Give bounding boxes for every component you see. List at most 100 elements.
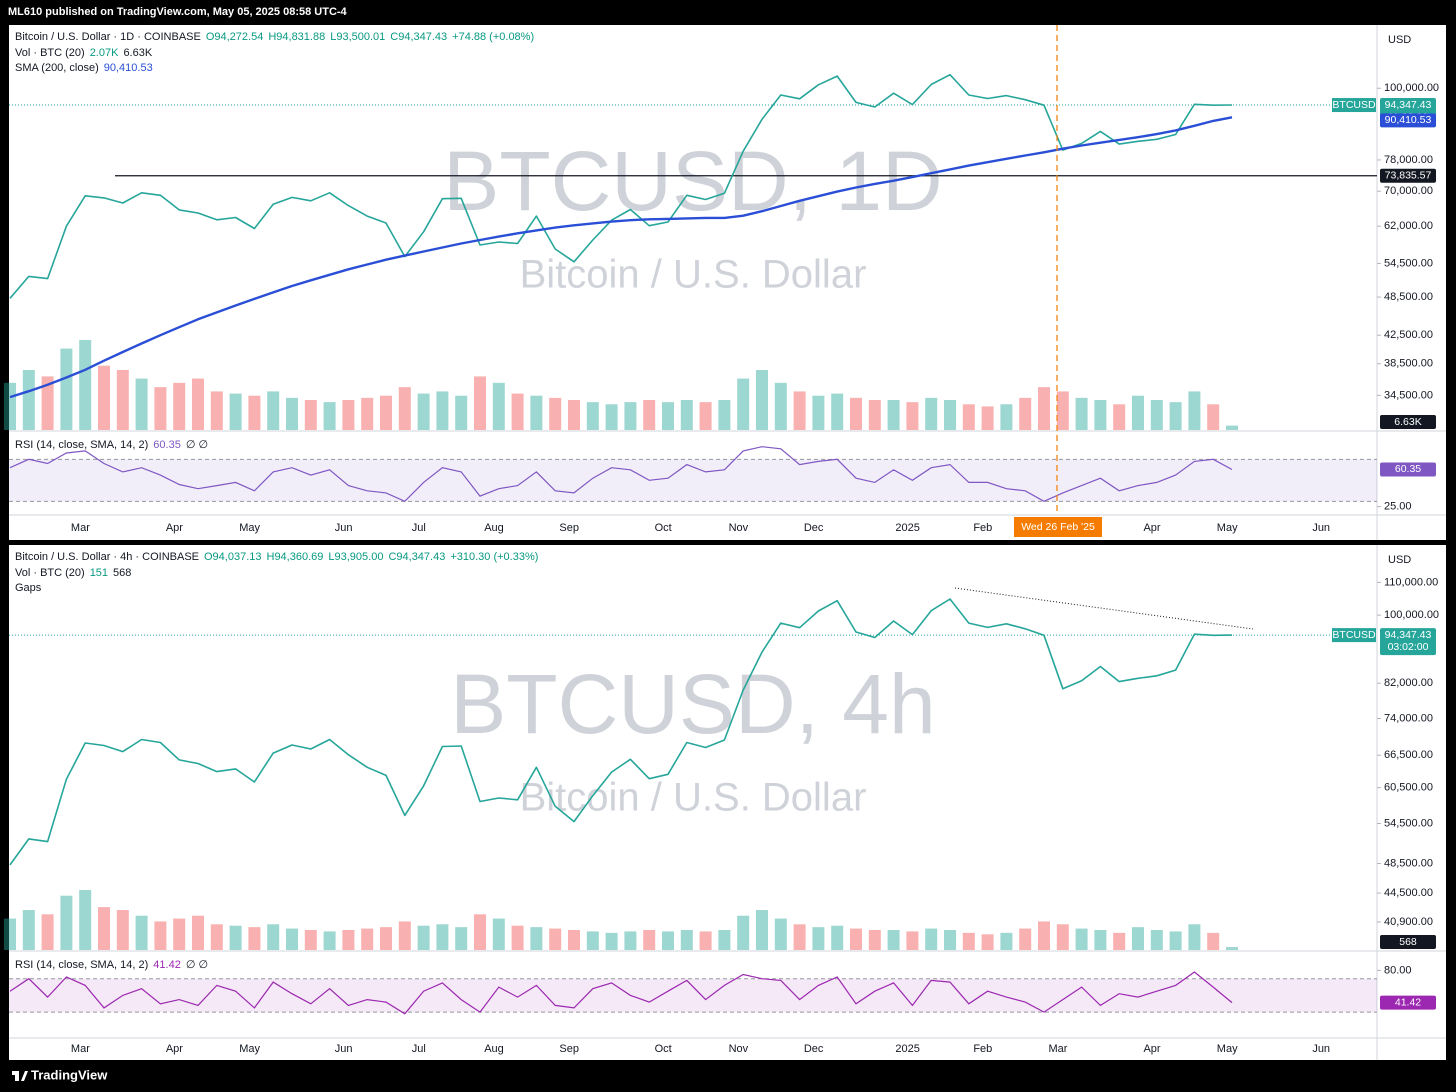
watermark: Bitcoin / U.S. Dollar (520, 776, 867, 820)
symbol-tag-box (1332, 98, 1376, 113)
currency-label: USD (1388, 34, 1411, 46)
volume-tag: 568 (1399, 936, 1417, 948)
crosshair-label-box (1014, 517, 1102, 537)
symbol-tag: BTCUSD (1332, 629, 1376, 641)
volume-bar (342, 930, 355, 950)
volume-bar (474, 914, 486, 950)
volume-bar (812, 927, 825, 950)
volume-bar (492, 382, 505, 430)
legend-item: L93,500.01 (330, 31, 385, 43)
volume-bar (981, 934, 994, 950)
legend-item: C94,347.43 (388, 551, 445, 563)
y-tick-label: 25.00 (1384, 501, 1412, 513)
volume-bar (455, 395, 468, 430)
volume-bar (850, 397, 862, 430)
volume-bar (925, 397, 938, 430)
x-tick-label: Mar (71, 1043, 90, 1055)
y-tick-label: 70,000.00 (1384, 185, 1433, 197)
volume-bar (774, 918, 787, 950)
volume-bar (944, 930, 956, 950)
volume-bar (4, 918, 16, 950)
legend-item: H94,831.88 (268, 31, 325, 43)
legend-item: C94,347.43 (390, 31, 447, 43)
currency-label: USD (1388, 554, 1411, 566)
rsi-tag-box (1380, 462, 1436, 477)
volume-bar (154, 387, 167, 430)
symbol-tag-box (1332, 628, 1376, 643)
series-line (9, 116, 1233, 399)
x-tick-label: Sep (559, 1043, 579, 1055)
legend-row: Gaps (15, 582, 42, 594)
volume-bar (850, 928, 862, 950)
volume-bar (643, 930, 656, 950)
volume-bar (756, 910, 768, 950)
volume-bar (737, 915, 750, 950)
volume-bar (116, 370, 129, 430)
volume-bar (474, 376, 486, 430)
x-tick-label: May (239, 522, 260, 534)
legend-item: O94,272.54 (206, 31, 264, 43)
volume-bar (868, 930, 881, 950)
x-tick-label: Jul (412, 522, 426, 534)
volume-bar (323, 402, 336, 430)
y-tick-label: 44,500.00 (1384, 887, 1433, 899)
volume-bar (1188, 391, 1201, 430)
volume-bar (643, 400, 656, 430)
volume-bar (361, 397, 374, 430)
volume-bar (380, 395, 392, 430)
volume-bar (173, 382, 186, 430)
volume-bar (380, 927, 392, 950)
x-tick-label: Apr (166, 1043, 183, 1055)
price-tag: 94,347.43 (1385, 99, 1432, 111)
volume-bar (1038, 387, 1050, 430)
volume-tag-box (1380, 935, 1436, 949)
volume-bar (1132, 395, 1144, 430)
x-tick-label: Mar (71, 522, 90, 534)
rsi-tag-box (1380, 995, 1436, 1010)
volume-bar (135, 378, 148, 430)
y-tick-label: 48,500.00 (1384, 291, 1433, 303)
x-tick-label: May (239, 1043, 260, 1055)
legend-item: 41.42 (153, 959, 181, 971)
rsi-tag: 41.42 (1395, 996, 1421, 1008)
rsi-tag: 60.35 (1395, 463, 1421, 475)
volume-bar (680, 930, 693, 950)
volume-bar (4, 382, 16, 430)
volume-bar (98, 365, 110, 430)
volume-bar (962, 404, 975, 430)
y-tick-label: 42,500.00 (1384, 329, 1433, 341)
rsi-band (9, 459, 1377, 502)
volume-bar (98, 907, 110, 950)
price-tag: 03:02:00 (1388, 641, 1429, 653)
legend-item: Vol · BTC (20) (15, 47, 85, 59)
y-tick-label: 54,500.00 (1384, 257, 1433, 269)
volume-bar (1019, 397, 1032, 430)
legend-item: L93,905.00 (328, 551, 383, 563)
level-tag: 73,835.57 (1385, 170, 1432, 182)
x-tick-label: Dec (804, 1043, 824, 1055)
volume-bar (718, 930, 731, 950)
legend-row: RSI (14, close, SMA, 14, 2) 60.35 ∅ ∅ (15, 439, 208, 451)
volume-bar (342, 400, 355, 430)
volume-bar (417, 393, 430, 430)
rsi-line (9, 446, 1233, 503)
volume-bar (1188, 924, 1201, 950)
x-tick-label: Aug (484, 1043, 504, 1055)
volume-bar (887, 400, 900, 430)
rsi-band (9, 978, 1377, 1013)
volume-bar (944, 400, 956, 430)
y-tick-label: 48,500.00 (1384, 857, 1433, 869)
volume-bar (455, 927, 468, 950)
legend-row: SMA (200, close) 90,410.53 (15, 62, 153, 74)
x-tick-label: May (1217, 522, 1238, 534)
volume-bar (1207, 932, 1220, 950)
volume-bar (586, 402, 599, 430)
x-tick-label: Apr (1143, 1043, 1160, 1055)
logo-part (15, 1071, 19, 1081)
volume-bar (1056, 391, 1069, 430)
y-tick-label: 40,900.00 (1384, 916, 1433, 928)
volume-bar (1150, 930, 1163, 950)
volume-bar (1056, 924, 1069, 950)
sma-tag-box (1380, 113, 1436, 128)
